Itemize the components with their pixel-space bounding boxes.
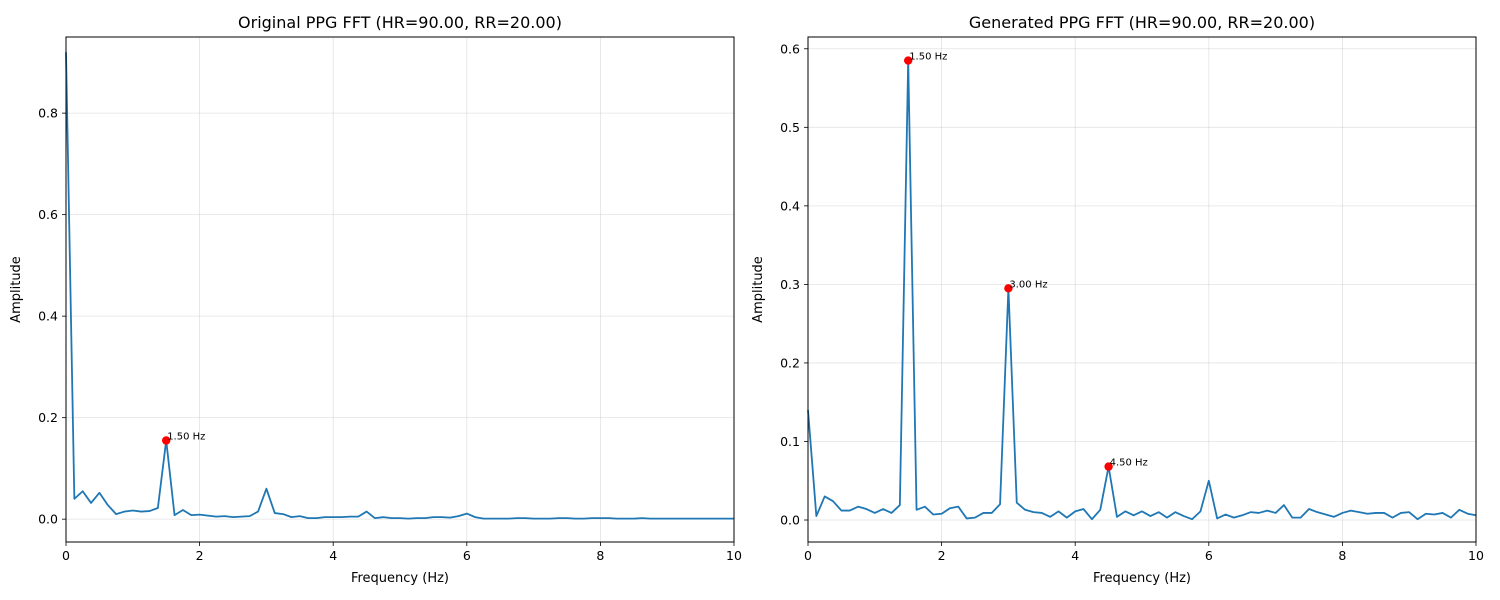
peak-marker bbox=[1104, 462, 1113, 471]
x-axis-label: Frequency (Hz) bbox=[351, 571, 449, 586]
chart-panel-2: 1.50 Hz 3.00 Hz 4.50 Hz 0 2 4 6 8 10 0.0 0.1 0.2 0.3… bbox=[751, 13, 1484, 586]
axes-frame bbox=[807, 36, 1477, 543]
x-axis-label: Frequency (Hz) bbox=[1093, 571, 1191, 586]
y-tick-label: 0.0 bbox=[38, 512, 58, 527]
y-tick-label: 0.2 bbox=[38, 410, 58, 425]
x-tick-label: 4 bbox=[329, 548, 337, 563]
peak-marker bbox=[1004, 284, 1013, 293]
y-tick-label: 0.3 bbox=[780, 277, 800, 292]
chart-title: Original PPG FFT (HR=90.00, RR=20.00) bbox=[238, 13, 562, 32]
x-tick-label: 6 bbox=[463, 548, 471, 563]
y-tick-label: 0.6 bbox=[780, 41, 800, 56]
y-tick-label: 0.1 bbox=[780, 434, 800, 449]
y-axis-label: Amplitude bbox=[9, 256, 24, 323]
x-tick-label: 0 bbox=[62, 548, 70, 563]
fft-series-line bbox=[65, 52, 734, 520]
y-axis-label: Amplitude bbox=[751, 256, 766, 323]
y-tick-label: 0.4 bbox=[38, 309, 58, 324]
x-tick-label: 2 bbox=[196, 548, 204, 563]
peak-marker bbox=[904, 56, 913, 65]
y-tick-label: 0.5 bbox=[780, 120, 800, 135]
x-tick-label: 10 bbox=[726, 548, 742, 563]
peak-annotation: 3.00 Hz bbox=[1009, 279, 1047, 290]
y-tick-label: 0.2 bbox=[780, 355, 800, 370]
x-tick-label: 2 bbox=[938, 548, 946, 563]
x-tick-label: 4 bbox=[1071, 548, 1079, 563]
x-tick-label: 6 bbox=[1205, 548, 1213, 563]
peak-marker bbox=[162, 436, 171, 445]
x-tick-label: 10 bbox=[1468, 548, 1484, 563]
peak-annotation: 1.50 Hz bbox=[909, 52, 947, 63]
chart-panel-1: 1.50 Hz 0 2 4 6 8 10 0.0 0.2 0.4 0.6 0.8 Original PP… bbox=[9, 13, 742, 586]
y-tick-label: 0.8 bbox=[38, 106, 58, 121]
y-tick-label: 0.6 bbox=[38, 207, 58, 222]
x-tick-label: 8 bbox=[596, 548, 604, 563]
chart-title: Generated PPG FFT (HR=90.00, RR=20.00) bbox=[969, 13, 1315, 32]
x-tick-label: 0 bbox=[804, 548, 812, 563]
peak-annotation: 1.50 Hz bbox=[167, 431, 205, 442]
y-tick-label: 0.4 bbox=[780, 198, 800, 213]
axes-frame bbox=[65, 36, 735, 543]
x-tick-label: 8 bbox=[1338, 548, 1346, 563]
fft-series-line bbox=[807, 59, 1477, 521]
peak-annotation: 4.50 Hz bbox=[1110, 458, 1148, 469]
y-tick-label: 0.0 bbox=[780, 513, 800, 528]
